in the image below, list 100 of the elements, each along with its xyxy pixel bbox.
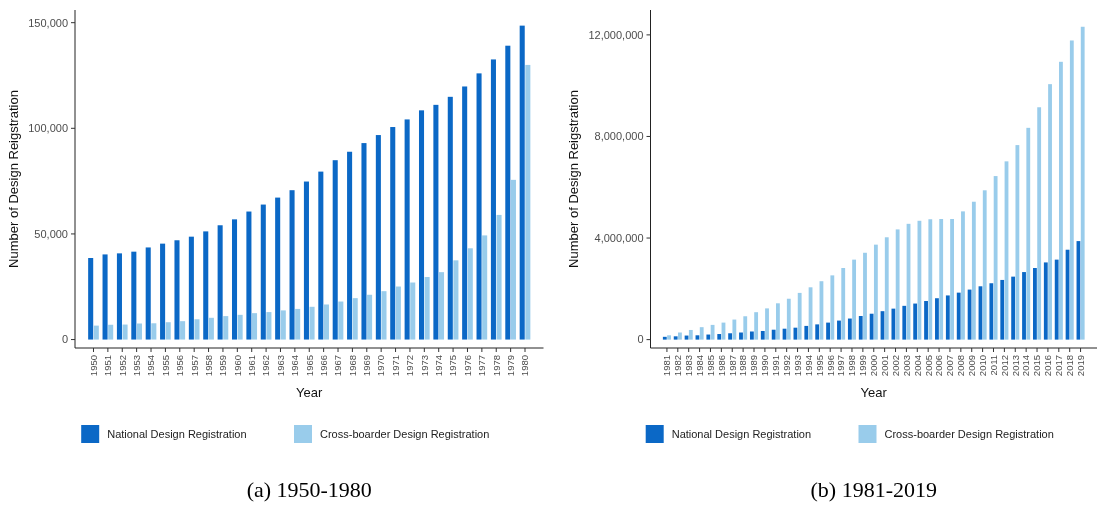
bar [869,313,874,340]
x-tick-label: 1979 [504,355,516,377]
x-axis-title: Year [860,385,888,400]
x-tick-label: 2012 [998,355,1010,377]
bar [982,190,987,340]
bar [765,308,769,340]
y-tick-label: 12,000,000 [588,28,644,41]
y-axis-title: Number of Design Reigstration [6,90,21,268]
bar [1037,107,1042,340]
bar [231,219,238,340]
bar [847,318,852,340]
bar [102,254,108,340]
x-tick-label: 1978 [490,355,502,377]
x-tick-label: 2007 [944,355,956,377]
bar [347,151,353,340]
x-tick-label: 2019 [1074,355,1086,377]
bar [332,160,338,340]
bar [728,333,733,340]
bar [902,305,907,340]
x-tick-label: 1967 [332,355,344,377]
x-tick-label: 1996 [824,355,836,377]
x-tick-label: 1981 [661,355,673,377]
bar [1015,145,1020,340]
x-tick-label: 1969 [361,355,373,377]
x-tick-label: 2002 [889,355,901,377]
x-tick-label: 1955 [159,355,171,377]
bar [717,334,722,340]
bar [815,324,820,340]
bar [858,316,863,340]
bar [519,25,525,340]
y-axis-title: Number of Design Reigstration [565,90,581,268]
bar [217,225,223,340]
bar [88,258,94,340]
x-tick-label: 1994 [802,355,814,377]
bar [749,331,754,340]
bar [367,294,373,340]
x-tick-label: 2003 [900,355,912,377]
bar [884,237,889,340]
x-tick-label: 2017 [1053,355,1065,377]
bar [145,247,151,340]
bar [699,327,704,340]
bar [830,275,835,340]
bar [237,314,243,340]
bar [375,135,381,340]
x-tick-label: 2001 [878,355,890,377]
bar [462,86,468,340]
bar [404,119,410,340]
bar [108,324,114,340]
x-tick-label: 2009 [966,355,978,377]
bar [945,295,950,340]
x-tick-label: 1977 [476,355,488,377]
x-tick-label: 1983 [683,355,695,377]
bar [1059,61,1063,340]
bar [678,332,682,340]
bar [390,127,396,340]
bar [967,289,972,340]
x-tick-label: 1950 [87,355,99,377]
bar [289,190,295,340]
x-tick-label: 1952 [116,355,128,377]
x-tick-label: 1975 [447,355,459,377]
x-tick-label: 1953 [130,355,142,377]
bar [93,325,99,340]
x-tick-label: 1976 [461,355,473,377]
x-tick-label: 2013 [1009,355,1021,377]
y-tick-label: 0 [61,333,68,346]
bar [1026,127,1031,340]
bar [424,277,430,340]
x-tick-label: 1958 [202,355,214,377]
bar [775,303,780,340]
bar [136,323,142,340]
bar [180,321,186,340]
bar [863,252,867,340]
x-tick-label: 1962 [260,355,272,377]
bar [852,259,857,340]
bar [760,330,765,340]
bar [961,211,965,340]
bar [841,268,846,340]
y-tick-label: 0 [637,333,644,346]
bar [160,243,166,340]
legend-label: Cross-boarder Design Registration [884,427,1054,440]
bar [122,324,128,340]
x-tick-label: 1989 [748,355,760,377]
y-tick-label: 50,000 [34,227,68,240]
x-tick-label: 2016 [1042,355,1054,377]
bar [505,45,511,340]
bar [453,260,459,340]
x-tick-label: 1980 [519,355,531,377]
bar [924,301,928,340]
bar [203,231,209,340]
x-tick-label: 1974 [433,355,445,377]
bar [1022,272,1026,340]
bar [956,292,961,340]
bar [280,310,286,340]
x-tick-label: 1999 [857,355,869,377]
x-axis-title: Year [296,385,324,400]
bar [1000,279,1005,340]
text: (b) 1981-2019 [810,477,937,502]
bar [381,291,387,340]
bar [1011,276,1016,340]
y-tick-label: 8,000,000 [594,130,644,143]
